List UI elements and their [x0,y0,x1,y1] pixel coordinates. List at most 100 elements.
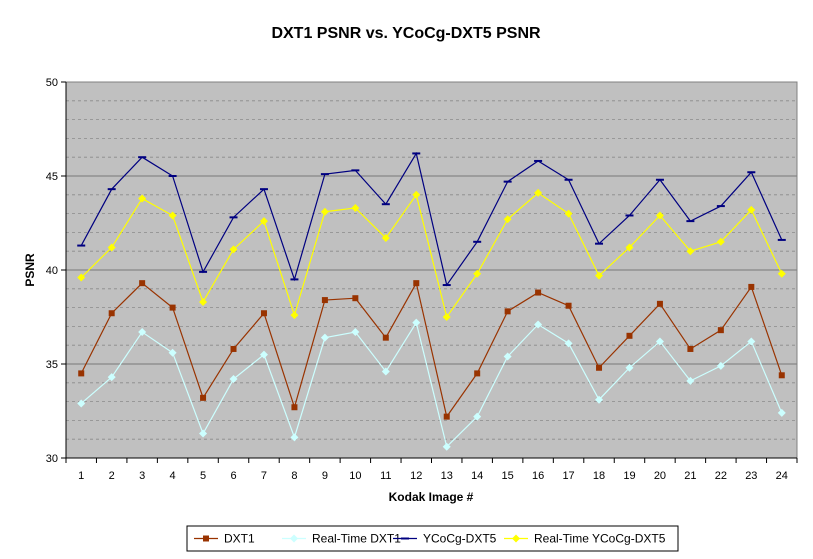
data-point [291,404,298,411]
legend-box [186,525,679,552]
data-point [717,327,724,334]
x-axis-title: Kodak Image # [389,490,474,504]
data-point [169,304,176,311]
legend-label: Real-Time DXT1 [312,532,401,546]
data-point [777,408,786,417]
x-tick-label: 22 [715,470,727,482]
data-point [138,194,147,203]
data-point [259,217,268,226]
x-tick-label: 9 [322,470,328,482]
series-real-time-dxt1 [77,318,786,451]
y-tick-label: 30 [46,453,58,465]
x-tick-label: 18 [593,470,605,482]
data-point [320,333,329,342]
data-point [625,243,634,252]
data-point [107,373,116,382]
data-point [381,367,390,376]
data-point [412,190,421,199]
data-point [473,269,482,278]
data-point [777,269,786,278]
data-point [474,370,481,377]
data-point [747,337,756,346]
data-point [108,310,115,317]
chart-title: DXT1 PSNR vs. YCoCg-DXT5 PSNR [271,25,541,42]
data-point [595,395,604,404]
data-point [503,352,512,361]
data-point [564,339,573,348]
series-ycocg-dxt5 [77,151,786,287]
data-point [442,442,451,451]
x-tick-label: 16 [532,470,544,482]
x-tick-label: 19 [623,470,635,482]
data-point [199,429,208,438]
data-point [259,350,268,359]
data-point [107,243,116,252]
data-point [351,203,360,212]
legend-swatch-marker [290,534,298,543]
x-tick-label: 6 [230,470,236,482]
data-point [687,345,694,352]
data-point [595,271,604,280]
legend-label: DXT1 [224,532,255,546]
y-tick-label: 50 [46,77,58,89]
x-tick-label: 3 [139,470,145,482]
data-point [748,283,755,290]
data-point [351,328,360,337]
x-tick-label: 14 [471,470,483,482]
data-point [564,209,573,218]
x-tick-label: 13 [441,470,453,482]
data-point [77,399,86,408]
data-point [412,318,421,327]
data-point [686,247,695,256]
y-tick-label: 45 [46,171,58,183]
data-point [230,345,237,352]
data-point [534,188,543,197]
data-point [352,295,359,302]
x-tick-label: 2 [109,470,115,482]
x-tick-label: 1 [78,470,84,482]
data-point [655,211,664,220]
x-tick-label: 11 [380,470,391,482]
data-point [199,297,208,306]
data-point [138,328,147,337]
x-tick-label: 4 [170,470,176,482]
data-point [168,348,177,357]
y-tick-label: 40 [46,265,58,277]
series-layer [77,151,786,451]
x-tick-label: 7 [261,470,267,482]
series-line [80,151,783,287]
data-point [229,375,238,384]
data-point [686,376,695,385]
data-point [747,205,756,214]
data-point [413,280,420,287]
x-tick-label: 15 [502,470,514,482]
data-point [77,273,86,282]
legend-entry: YCoCg-DXT5 [393,532,497,546]
data-point [290,433,299,442]
legend-entry: Real-Time YCoCg-DXT5 [504,532,666,546]
x-tick-label: 8 [291,470,297,482]
data-point [716,361,725,370]
data-point [290,311,299,320]
y-axis-title: PSNR [23,253,37,287]
x-tick-label: 17 [562,470,574,482]
data-point [565,302,572,309]
data-point [321,297,328,304]
data-point [382,334,389,341]
series-real-time-ycocg-dxt5 [77,188,786,321]
x-tick-label: 5 [200,470,206,482]
data-point [625,363,634,372]
data-point [655,337,664,346]
series-line [80,192,783,319]
legend-label: YCoCg-DXT5 [423,532,497,546]
x-tick-label: 12 [410,470,422,482]
data-point [534,320,543,329]
data-point [778,372,785,379]
x-tick-label: 10 [349,470,361,482]
data-point [320,207,329,216]
x-tick-label: 23 [745,470,757,482]
data-point [503,215,512,224]
data-point [139,280,146,287]
